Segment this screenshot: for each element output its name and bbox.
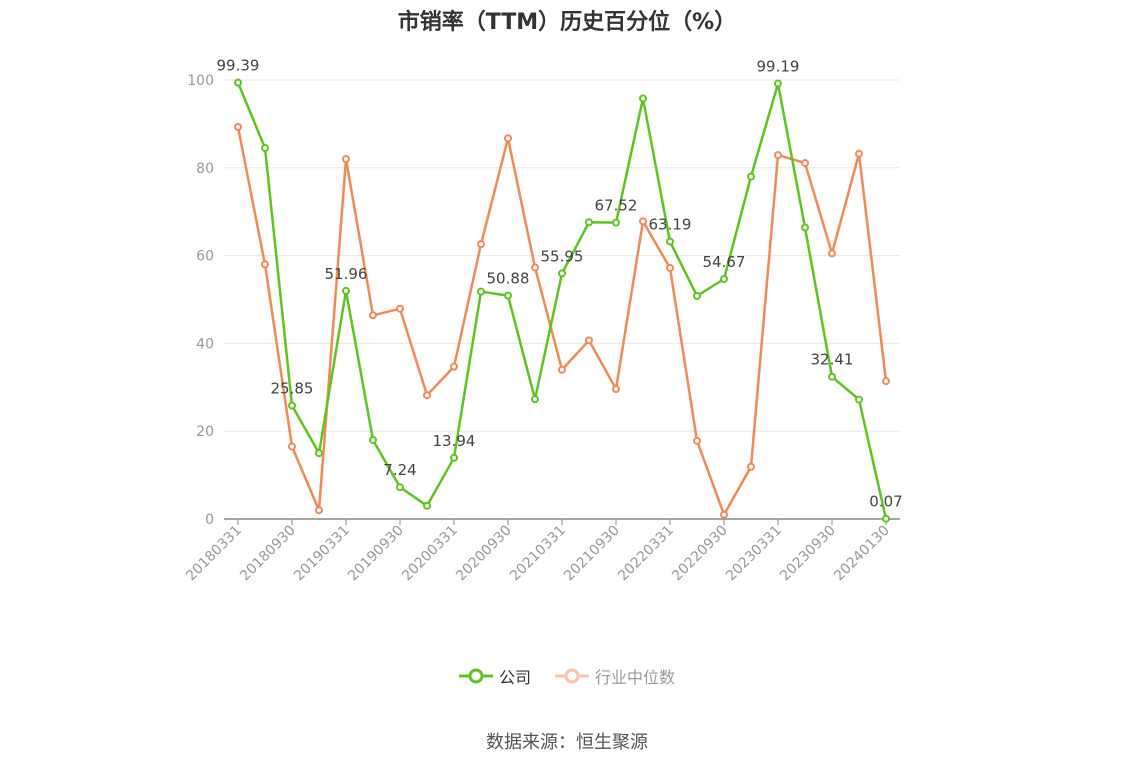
x-tick-label: 20190930 bbox=[345, 523, 407, 585]
data-point-company bbox=[828, 372, 836, 381]
chart-title: 市销率（TTM）历史百分位（%） bbox=[397, 10, 737, 35]
data-point-company bbox=[423, 501, 431, 510]
data-point-industry bbox=[450, 362, 458, 371]
y-tick-label: 100 bbox=[187, 73, 214, 89]
legend-industry-label: 行业中位数 bbox=[595, 668, 676, 687]
legend: 公司 行业中位数 bbox=[0, 664, 1134, 688]
source-note: 数据来源：恒生聚源 bbox=[486, 732, 648, 753]
x-tick-label: 20180331 bbox=[183, 523, 245, 585]
data-point-industry bbox=[774, 151, 782, 160]
data-point-industry bbox=[693, 436, 701, 445]
data-label: 32.41 bbox=[811, 351, 854, 369]
data-point-company bbox=[747, 172, 755, 181]
series-line-industry bbox=[236, 126, 888, 516]
data-point-industry bbox=[504, 134, 512, 143]
data-point-industry bbox=[477, 240, 485, 249]
data-label: 55.95 bbox=[541, 247, 584, 265]
data-point-company bbox=[342, 286, 350, 295]
data-point-industry bbox=[639, 217, 647, 226]
data-point-industry bbox=[396, 304, 404, 313]
x-tick-label: 20210930 bbox=[561, 523, 623, 585]
data-point-company bbox=[612, 218, 620, 227]
data-point-company bbox=[639, 94, 647, 103]
data-point-industry bbox=[531, 263, 539, 272]
x-tick-label: 20180930 bbox=[237, 523, 299, 585]
data-point-company bbox=[774, 79, 782, 88]
data-label: 7.24 bbox=[383, 461, 416, 479]
x-tick-label: 20230930 bbox=[777, 523, 839, 585]
legend-item-company[interactable]: 公司 bbox=[458, 664, 531, 688]
x-tick-label: 20220331 bbox=[615, 523, 677, 585]
x-tick-label: 20210331 bbox=[507, 523, 569, 585]
data-point-company bbox=[693, 291, 701, 300]
x-tick-label: 20240130 bbox=[831, 523, 893, 585]
data-point-company bbox=[666, 237, 674, 246]
data-point-industry bbox=[423, 391, 431, 400]
data-point-industry bbox=[234, 122, 242, 131]
data-point-company bbox=[531, 395, 539, 404]
data-point-industry bbox=[288, 442, 296, 451]
legend-item-industry[interactable]: 行业中位数 bbox=[555, 664, 675, 688]
data-point-industry bbox=[342, 155, 350, 164]
legend-company-label: 公司 bbox=[498, 668, 531, 687]
data-point-industry bbox=[855, 149, 863, 158]
data-point-company bbox=[882, 514, 890, 523]
data-point-company bbox=[855, 395, 863, 404]
data-point-industry bbox=[720, 510, 728, 519]
data-label: 63.19 bbox=[649, 216, 692, 234]
data-point-company bbox=[585, 218, 593, 227]
data-point-company bbox=[450, 453, 458, 462]
data-label: 99.39 bbox=[217, 57, 260, 75]
x-tick-label: 20200331 bbox=[399, 523, 461, 585]
data-label: 54.67 bbox=[703, 253, 746, 271]
data-label: 25.85 bbox=[271, 380, 314, 398]
y-tick-label: 80 bbox=[196, 161, 214, 177]
data-point-company bbox=[720, 274, 728, 283]
data-label: 13.94 bbox=[433, 432, 476, 450]
data-point-company bbox=[261, 144, 269, 153]
data-point-company bbox=[396, 483, 404, 492]
data-point-company bbox=[369, 435, 377, 444]
x-tick-label: 20200930 bbox=[453, 523, 515, 585]
data-label: 99.19 bbox=[757, 58, 800, 76]
data-point-company bbox=[234, 78, 242, 87]
legend-industry-icon bbox=[555, 668, 589, 684]
data-label: 0.07 bbox=[869, 493, 902, 511]
data-point-industry bbox=[882, 377, 890, 386]
y-tick-label: 20 bbox=[196, 424, 214, 440]
x-tick-label: 20220930 bbox=[669, 523, 731, 585]
data-point-company bbox=[315, 449, 323, 458]
data-point-industry bbox=[747, 462, 755, 471]
data-point-industry bbox=[828, 249, 836, 258]
data-point-company bbox=[288, 401, 296, 410]
data-label: 51.96 bbox=[325, 265, 368, 283]
data-label: 67.52 bbox=[595, 197, 638, 215]
x-tick-label: 20190331 bbox=[291, 523, 353, 585]
legend-company-icon bbox=[458, 668, 493, 684]
data-point-industry bbox=[369, 311, 377, 320]
data-point-company bbox=[558, 269, 566, 278]
data-point-company bbox=[477, 287, 485, 296]
line-chart: 0 20 40 60 80 100 2018033120180930201903312019… bbox=[183, 57, 903, 585]
data-point-industry bbox=[558, 365, 566, 374]
data-label: 50.88 bbox=[487, 270, 530, 288]
data-point-industry bbox=[261, 260, 269, 269]
data-point-company bbox=[504, 291, 512, 300]
data-point-industry bbox=[666, 263, 674, 272]
data-point-industry bbox=[612, 385, 620, 394]
y-tick-label: 0 bbox=[205, 512, 214, 528]
x-tick-label: 20230331 bbox=[723, 523, 785, 585]
data-point-industry bbox=[585, 336, 593, 345]
data-point-company bbox=[801, 223, 809, 232]
y-tick-label: 40 bbox=[196, 336, 214, 352]
data-point-industry bbox=[315, 506, 323, 515]
y-tick-label: 60 bbox=[196, 249, 214, 265]
data-point-industry bbox=[801, 158, 809, 167]
